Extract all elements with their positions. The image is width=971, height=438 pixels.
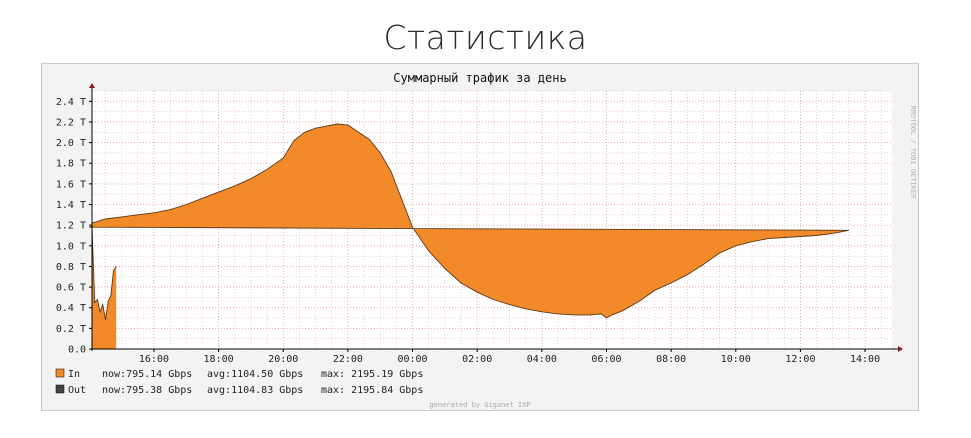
in-line bbox=[89, 123, 849, 321]
y-tick-label: 0.6 T bbox=[56, 283, 86, 294]
y-tick-label: 1.6 T bbox=[56, 179, 86, 190]
x-tick-label: 16:00 bbox=[139, 354, 169, 365]
y-tick-label: 0.2 T bbox=[56, 324, 86, 335]
legend-in-max: max: 2195.19 Gbps bbox=[321, 369, 423, 380]
x-tick-label: 10:00 bbox=[721, 354, 751, 365]
x-tick-label: 06:00 bbox=[591, 354, 621, 365]
chart-panel: Суммарный трафик за день RRDTOOL / TOBI … bbox=[41, 63, 919, 411]
legend-out-name: Out bbox=[68, 385, 86, 396]
series-area-layer bbox=[89, 123, 849, 349]
x-axis-arrow bbox=[898, 346, 903, 352]
chart-title: Суммарный трафик за день bbox=[393, 71, 566, 85]
legend-out-swatch bbox=[55, 384, 65, 394]
legend-out-max: max: 2195.84 Gbps bbox=[321, 385, 423, 396]
x-tick-label: 18:00 bbox=[204, 354, 234, 365]
legend-in-swatch bbox=[55, 368, 65, 378]
in-area bbox=[89, 124, 849, 349]
y-tick-label: 1.0 T bbox=[56, 241, 86, 252]
x-tick-label: 14:00 bbox=[850, 354, 880, 365]
legend-in-name: In bbox=[68, 369, 80, 380]
y-tick-label: 1.4 T bbox=[56, 200, 86, 211]
y-tick-label: 1.8 T bbox=[56, 159, 86, 170]
y-tick-label: 2.0 T bbox=[56, 138, 86, 149]
x-tick-label: 12:00 bbox=[785, 354, 815, 365]
legend-in-now: now:795.14 Gbps bbox=[102, 369, 192, 380]
y-tick-labels: 0.0 0.2 T 0.4 T 0.6 T 0.8 T 1.0 T 1.2 T 1.4 T 1.… bbox=[56, 97, 92, 356]
y-axis-arrow bbox=[89, 83, 95, 88]
traffic-chart: Суммарный трафик за день RRDTOOL / TOBI … bbox=[55, 71, 917, 409]
footer-credit: generated by Giganet IXP bbox=[429, 401, 530, 409]
y-tick-label: 0.0 bbox=[68, 345, 86, 356]
legend: In now:795.14 Gbps avg:1104.50 Gbps max:… bbox=[55, 368, 423, 396]
x-tick-label: 20:00 bbox=[268, 354, 298, 365]
legend-in-avg: avg:1104.50 Gbps bbox=[207, 369, 303, 380]
axes bbox=[89, 83, 903, 352]
x-tick-label: 08:00 bbox=[656, 354, 686, 365]
y-tick-label: 1.2 T bbox=[56, 221, 86, 232]
x-tick-label: 22:00 bbox=[333, 354, 363, 365]
legend-out-avg: avg:1104.83 Gbps bbox=[207, 385, 303, 396]
x-tick-label: 00:00 bbox=[397, 354, 427, 365]
y-tick-label: 2.2 T bbox=[56, 117, 86, 128]
x-tick-labels: 16:00 18:00 20:00 22:00 00:00 02:00 04:00 06:00… bbox=[139, 349, 880, 365]
legend-out-now: now:795.38 Gbps bbox=[102, 385, 192, 396]
x-tick-label: 02:00 bbox=[462, 354, 492, 365]
y-tick-label: 2.4 T bbox=[56, 97, 86, 108]
x-tick-label: 04:00 bbox=[527, 354, 557, 365]
y-tick-label: 0.8 T bbox=[56, 262, 86, 273]
rrdtool-side-label: RRDTOOL / TOBI OETIKER bbox=[909, 106, 917, 200]
y-tick-label: 0.4 T bbox=[56, 303, 86, 314]
page-title: Статистика bbox=[383, 18, 588, 57]
